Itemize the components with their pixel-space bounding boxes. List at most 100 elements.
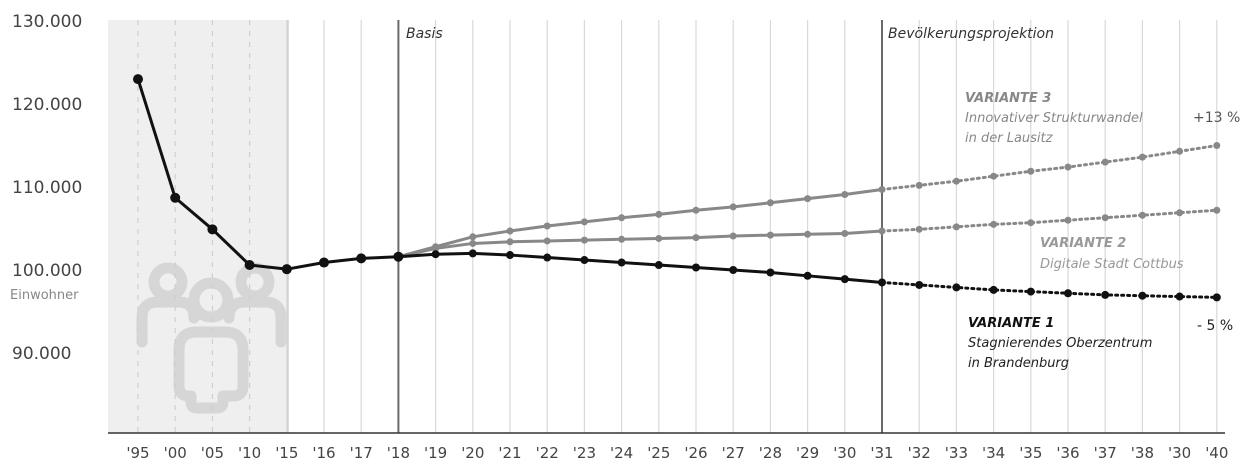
v2-point-20 xyxy=(1138,211,1146,219)
y-tick-label: 100.000 xyxy=(12,261,82,281)
y-tick-label: 90.000 xyxy=(12,344,71,364)
v3-point-7 xyxy=(655,210,663,218)
history-line xyxy=(136,78,399,271)
v2-point-13 xyxy=(878,227,886,235)
v1-point-5 xyxy=(580,256,589,265)
v1-point-14 xyxy=(915,280,924,289)
x-tick-label: '30 xyxy=(1168,444,1191,462)
x-tick-label: '15 xyxy=(275,444,298,462)
variant-1-title: VARIANTE 1 xyxy=(968,316,1054,331)
history-point-3 xyxy=(244,260,255,271)
v2-point-9 xyxy=(729,232,737,240)
x-tick-label: '18 xyxy=(387,444,410,462)
x-tick-label: '33 xyxy=(945,444,968,462)
v3-point-21 xyxy=(1176,147,1184,155)
v3-point-20 xyxy=(1138,153,1146,161)
v2-point-3 xyxy=(506,238,514,246)
x-tick-label: '19 xyxy=(424,444,447,462)
variant-3-title: VARIANTE 3 xyxy=(965,91,1051,106)
v1-point-7 xyxy=(654,261,663,270)
v1-point-9 xyxy=(729,266,738,274)
x-tick-label: '24 xyxy=(610,444,633,462)
x-tick-label: '25 xyxy=(647,444,670,462)
basis-label: Basis xyxy=(406,26,443,42)
v1-point-19 xyxy=(1101,290,1110,299)
v2-point-22 xyxy=(1213,206,1221,214)
v2-point-15 xyxy=(952,223,960,231)
v3-point-8 xyxy=(692,206,700,214)
variant-3-change: +13 % xyxy=(1193,110,1240,126)
x-tick-label: '34 xyxy=(982,444,1005,462)
v1-point-10 xyxy=(766,268,775,277)
v1-point-1 xyxy=(431,250,440,259)
variant-1-change: - 5 % xyxy=(1197,318,1233,334)
x-tick-label: '31 xyxy=(870,444,893,462)
x-tick-label: '29 xyxy=(796,444,819,462)
v2-point-5 xyxy=(580,236,588,244)
v2-point-17 xyxy=(1027,219,1035,227)
x-tick-label: '35 xyxy=(1019,444,1042,462)
y-tick-label: 120.000 xyxy=(12,95,82,115)
v3-point-12 xyxy=(841,190,849,198)
v3-line-solid xyxy=(398,188,883,259)
v1-point-4 xyxy=(543,253,552,262)
v1-point-13 xyxy=(878,278,886,287)
v1-point-2 xyxy=(468,249,477,258)
variant-2-line-1: Digitale Stadt Cottbus xyxy=(1040,257,1184,272)
v3-point-14 xyxy=(915,181,923,189)
v1-point-22 xyxy=(1212,293,1221,302)
v1-point-17 xyxy=(1026,287,1035,296)
v2-point-2 xyxy=(469,239,477,247)
v2-point-10 xyxy=(766,231,774,239)
v3-point-13 xyxy=(878,185,886,193)
y-tick-label: 110.000 xyxy=(12,178,82,198)
v1-point-21 xyxy=(1175,292,1184,301)
v2-point-14 xyxy=(915,225,923,233)
x-tick-label: '20 xyxy=(461,444,484,462)
x-tick-label: '28 xyxy=(759,444,782,462)
v1-point-8 xyxy=(692,263,700,272)
v2-point-21 xyxy=(1176,209,1184,217)
v3-point-2 xyxy=(469,233,477,241)
variant-1-line-1: Stagnierendes Oberzentrum xyxy=(968,336,1152,351)
v1-point-6 xyxy=(617,258,626,267)
x-tick-label: '23 xyxy=(573,444,596,462)
v2-point-7 xyxy=(655,234,663,242)
x-tick-label: '21 xyxy=(498,444,521,462)
history-point-6 xyxy=(356,253,367,264)
people-icon xyxy=(136,262,287,414)
x-tick-label: '30 xyxy=(833,444,856,462)
x-tick-label: '10 xyxy=(238,444,261,462)
v3-point-6 xyxy=(618,214,626,222)
v1-point-20 xyxy=(1138,291,1147,300)
v3-point-16 xyxy=(990,172,998,180)
history-point-4 xyxy=(281,264,292,275)
v1-point-3 xyxy=(506,251,514,260)
v1-point-16 xyxy=(989,285,998,294)
x-tick-label: '32 xyxy=(908,444,931,462)
v3-point-18 xyxy=(1064,163,1072,171)
x-tick-label: '17 xyxy=(350,444,373,462)
v3-point-15 xyxy=(952,177,960,185)
v1-point-18 xyxy=(1064,289,1072,298)
history-point-1 xyxy=(170,192,181,203)
v2-point-18 xyxy=(1064,216,1072,224)
v3-line-dotted xyxy=(880,144,1219,191)
y-axis-unit: Einwohner xyxy=(10,288,79,303)
v1-point-15 xyxy=(952,283,961,292)
x-tick-label: '37 xyxy=(1094,444,1117,462)
v2-point-8 xyxy=(692,234,700,242)
v2-point-6 xyxy=(618,235,626,243)
v2-point-16 xyxy=(990,220,998,228)
history-point-0 xyxy=(133,74,143,85)
v3-point-5 xyxy=(580,218,588,226)
v3-point-17 xyxy=(1027,167,1035,175)
variant-3-line-1: Innovativer Strukturwandel xyxy=(965,111,1143,126)
x-tick-label: '16 xyxy=(312,444,335,462)
projection-label: Bevölkerungsprojektion xyxy=(888,26,1054,42)
v1-line-dotted xyxy=(880,280,1219,299)
v1-point-12 xyxy=(840,275,849,284)
v3-point-10 xyxy=(766,199,774,207)
x-tick-label: '38 xyxy=(1131,444,1154,462)
